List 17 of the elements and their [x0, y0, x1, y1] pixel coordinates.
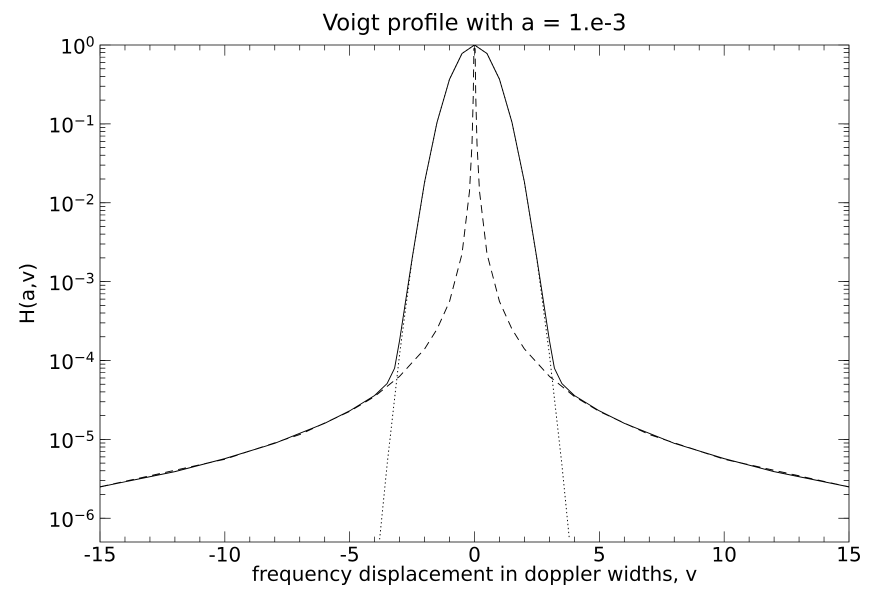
y-tick-label: 10$^{−1}$ [50, 115, 94, 133]
x-tick-label: 0 [469, 546, 480, 562]
y-tick-label: 10$^{−2}$ [50, 194, 94, 212]
y-axis-title: H(a,v) [18, 264, 37, 322]
x-tick-label: 15 [838, 546, 860, 562]
x-tick-label: -10 [209, 546, 240, 562]
y-tick-label: 10$^{0}$ [62, 36, 94, 54]
y-tick-label: 10$^{−4}$ [50, 352, 94, 370]
y-tick-label: 10$^{−3}$ [50, 272, 94, 290]
y-tick-label: 10$^{−5}$ [50, 430, 94, 448]
x-axis-title: frequency displacement in doppler widths, v [252, 566, 697, 586]
x-tick-label: -5 [340, 546, 358, 562]
chart-title: Voigt profile with a = 1.e-3 [322, 13, 625, 35]
x-tick-label: 10 [714, 546, 736, 562]
y-tick-label: 10$^{−6}$ [50, 509, 94, 528]
x-tick-label: 5 [594, 546, 604, 562]
x-tick-label: -15 [84, 546, 115, 562]
